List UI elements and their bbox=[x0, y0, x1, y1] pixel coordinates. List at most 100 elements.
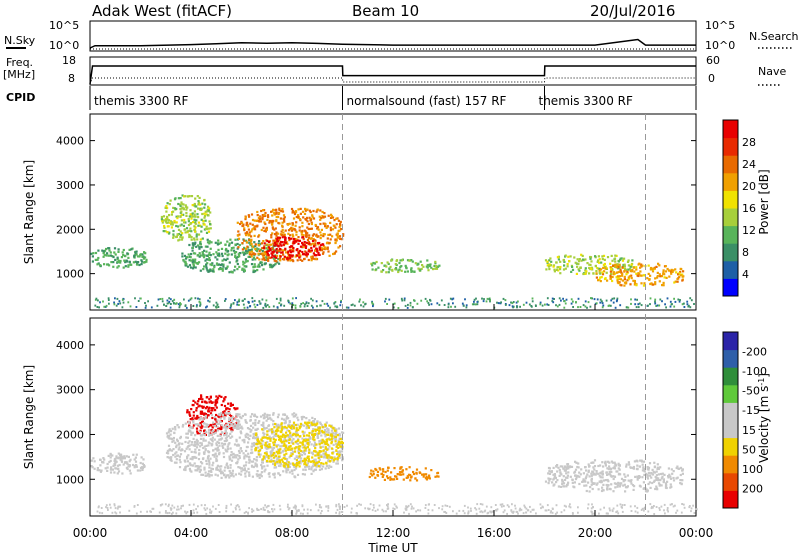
power-echo-cell bbox=[173, 207, 176, 210]
power-echo-cell bbox=[179, 235, 182, 239]
power-echo-cell bbox=[259, 220, 263, 223]
velocity-echo-cell bbox=[176, 424, 179, 427]
velocity-echo-cell bbox=[595, 472, 598, 475]
power-ground-cell bbox=[103, 305, 106, 308]
velocity-echo-cell bbox=[185, 436, 188, 439]
power-echo-cell bbox=[243, 227, 246, 230]
velocity-echo-cell bbox=[293, 450, 297, 453]
velocity-ground-cell bbox=[146, 510, 148, 513]
power-echo-cell bbox=[271, 254, 274, 257]
velocity-echo-cell bbox=[334, 432, 337, 435]
power-ground-cell bbox=[420, 299, 423, 302]
power-echo-cell bbox=[306, 208, 309, 211]
power-echo-cell bbox=[186, 230, 189, 233]
velocity-echo-cell bbox=[314, 462, 317, 465]
velocity-ground-cell bbox=[669, 503, 672, 506]
velocity-echo-cell bbox=[310, 472, 313, 475]
power-echo-cell bbox=[271, 226, 274, 229]
power-echo-cell bbox=[578, 258, 581, 261]
velocity-echo-cell bbox=[177, 448, 180, 451]
velocity-echo-cell bbox=[314, 428, 317, 431]
power-echo-cell bbox=[301, 243, 304, 246]
velocity-echo-cell bbox=[250, 448, 253, 451]
velocity-echo-cell bbox=[236, 407, 239, 410]
velocity-echo-cell bbox=[604, 479, 607, 482]
velocity-echo-cell bbox=[288, 425, 291, 429]
power-echo-cell bbox=[217, 268, 221, 271]
power-ground-cell bbox=[258, 300, 261, 303]
power-ground-cell bbox=[393, 302, 396, 305]
velocity-echo-cell bbox=[251, 451, 254, 454]
power-echo-cell bbox=[216, 252, 219, 256]
velocity-echo-cell bbox=[231, 415, 234, 419]
power-echo-cell bbox=[114, 258, 117, 261]
power-echo-cell bbox=[221, 263, 224, 266]
velocity-ground-cell bbox=[481, 511, 484, 514]
velocity-echo-cell bbox=[224, 437, 227, 440]
velocity-echo-cell bbox=[214, 452, 217, 455]
velocity-echo-cell bbox=[598, 480, 601, 483]
velocity-echo-cell bbox=[126, 462, 129, 465]
power-echo-cell bbox=[110, 261, 113, 264]
power-echo-cell bbox=[327, 214, 330, 217]
velocity-echo-cell bbox=[265, 450, 268, 454]
velocity-echo-cell bbox=[259, 473, 262, 476]
velocity-echo-cell bbox=[214, 409, 217, 412]
power-ground-cell bbox=[634, 298, 637, 301]
velocity-echo-cell bbox=[547, 466, 551, 470]
velocity-echo-cell bbox=[605, 471, 608, 474]
velocity-echo-cell bbox=[232, 456, 236, 459]
velocity-echo-cell bbox=[662, 480, 665, 483]
power-echo-cell bbox=[221, 259, 224, 262]
power-ground-cell bbox=[108, 302, 110, 305]
power-echo-cell bbox=[185, 208, 188, 211]
power-ground-cell bbox=[359, 298, 361, 301]
velocity-echo-cell bbox=[178, 455, 181, 458]
power-echo-cell bbox=[192, 244, 195, 247]
velocity-echo-cell bbox=[295, 446, 298, 449]
power-echo-cell bbox=[192, 264, 195, 267]
velocity-echo-cell bbox=[615, 482, 618, 485]
velocity-echo-cell bbox=[681, 469, 684, 472]
velocity-echo-cell bbox=[142, 458, 145, 461]
power-echo-cell bbox=[270, 243, 273, 246]
power-echo-cell bbox=[652, 267, 655, 270]
velocity-ground-cell bbox=[296, 509, 299, 512]
velocity-echo-cell bbox=[553, 474, 557, 477]
velocity-echo-cell bbox=[283, 443, 286, 446]
velocity-echo-cell bbox=[679, 479, 682, 482]
velocity-echo-cell bbox=[125, 466, 128, 469]
velocity-echo-cell bbox=[597, 472, 600, 475]
power-echo-cell bbox=[434, 267, 437, 270]
power-echo-cell bbox=[294, 239, 297, 243]
power-echo-cell bbox=[284, 238, 287, 241]
power-ground-cell bbox=[611, 297, 614, 300]
power-ground-cell bbox=[347, 306, 350, 309]
velocity-echo-cell bbox=[271, 431, 274, 434]
velocity-echo-cell bbox=[305, 417, 308, 420]
power-echo-cell bbox=[623, 269, 626, 273]
velocity-echo-cell bbox=[602, 483, 605, 486]
velocity-ground-cell bbox=[415, 510, 417, 513]
velocity-echo-cell bbox=[241, 439, 244, 442]
power-ground-cell bbox=[134, 297, 136, 300]
velocity-echo-cell bbox=[256, 441, 259, 444]
power-echo-cell bbox=[298, 218, 302, 221]
power-echo-cell bbox=[419, 260, 422, 263]
velocity-echo-cell bbox=[606, 478, 609, 482]
power-echo-cell bbox=[203, 265, 206, 268]
velocity-echo-cell bbox=[292, 442, 295, 445]
velocity-echo-cell bbox=[295, 465, 298, 468]
power-echo-cell bbox=[584, 267, 587, 270]
velocity-echo-cell bbox=[321, 424, 324, 427]
power-echo-cell bbox=[192, 252, 195, 255]
velocity-echo-cell bbox=[235, 462, 238, 465]
velocity-echo-cell bbox=[243, 469, 246, 472]
velocity-ground-cell bbox=[525, 507, 528, 510]
velocity-echo-cell bbox=[306, 424, 309, 427]
power-echo-cell bbox=[596, 267, 599, 270]
power-echo-cell bbox=[208, 207, 211, 210]
velocity-echo-cell bbox=[204, 430, 207, 433]
velocity-ground-cell bbox=[470, 509, 472, 512]
power-echo-cell bbox=[268, 263, 272, 266]
